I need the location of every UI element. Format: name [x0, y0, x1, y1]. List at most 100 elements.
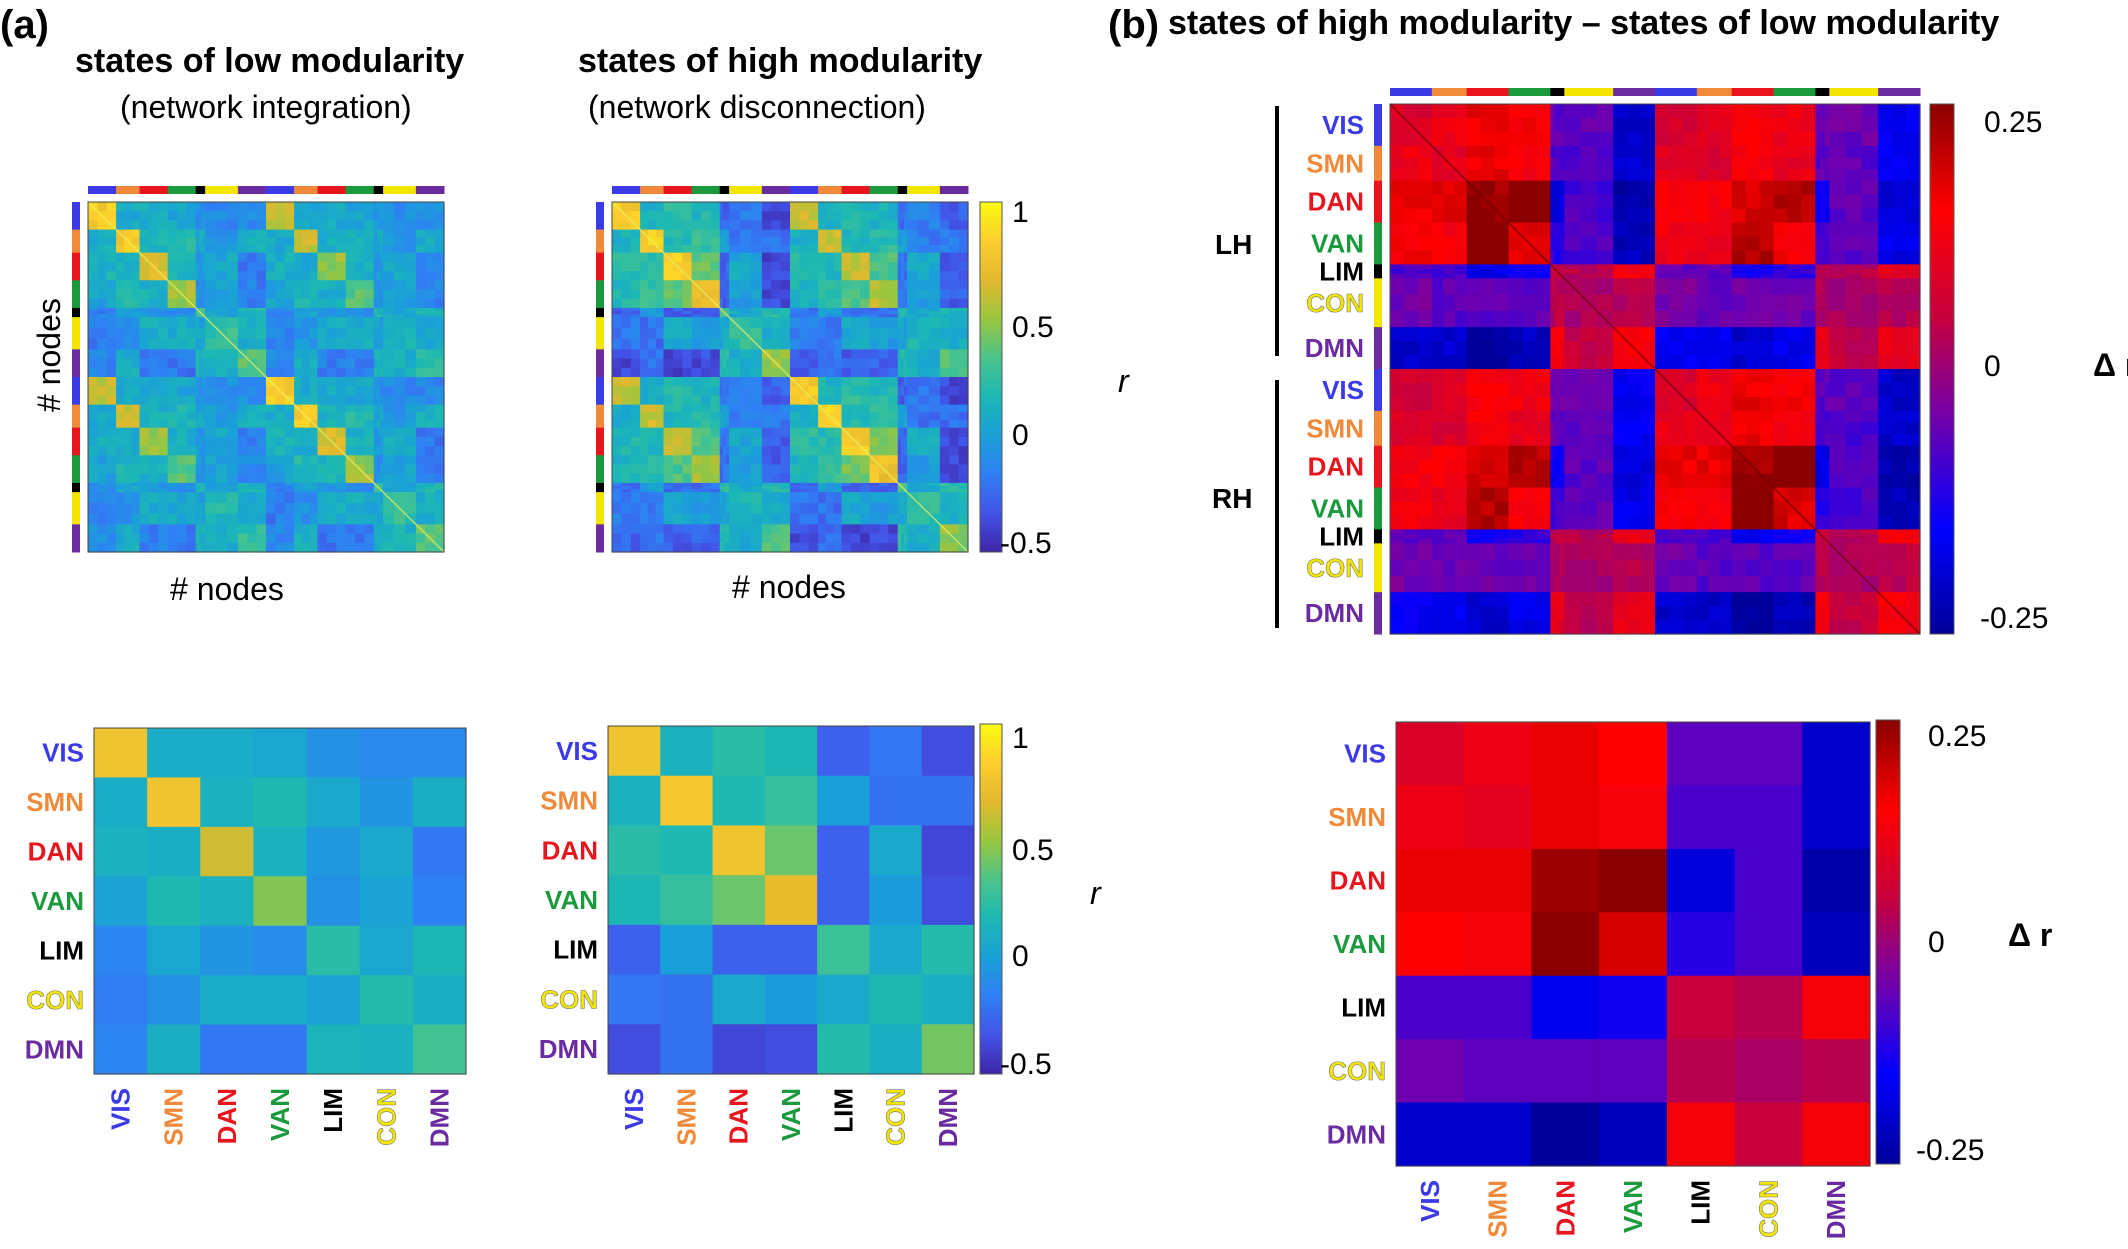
low-node-cell: [326, 524, 337, 535]
high-node-cell: [879, 377, 889, 387]
high-node-cell: [790, 524, 800, 535]
high-node-cell: [647, 524, 657, 535]
low-node-cell: [373, 220, 378, 231]
diff-node-cell: [1815, 222, 1821, 238]
high-node-cell: [918, 404, 930, 413]
diff-node-cell: [1494, 269, 1510, 275]
low-node-cell: [201, 464, 206, 475]
high-node-cell: [928, 485, 941, 490]
diff-node-cell: [1580, 269, 1598, 275]
high-node-cell: [907, 542, 919, 553]
high-node-cell: [691, 464, 702, 475]
high-node-cell: [722, 289, 727, 300]
diff-node-cell: [1845, 396, 1863, 412]
high-node-cell: [780, 489, 791, 493]
diff-node-cell: [1720, 410, 1733, 424]
high-node-cell: [850, 261, 861, 272]
diff-node-cell: [1861, 396, 1879, 412]
diff-node-cell: [1745, 369, 1761, 384]
diff-node-cell: [1655, 327, 1670, 342]
diff-node-cell: [1627, 422, 1642, 435]
high-node-cell: [949, 464, 960, 475]
diff-node-cell: [1555, 422, 1561, 435]
diff-node-cell: [1443, 515, 1456, 530]
low-node-cell: [139, 436, 150, 447]
low-node-cell: [355, 524, 365, 535]
diff-node-cell: [1892, 410, 1907, 424]
diff-node-cell: [1773, 422, 1789, 435]
high-node-cell: [740, 289, 752, 300]
high-node-cell: [663, 542, 674, 553]
low-node-cell: [158, 419, 169, 429]
low-node-cell: [317, 412, 328, 421]
low-node-cell: [195, 229, 200, 238]
low-node-cell: [383, 464, 395, 475]
low-node-cell: [88, 252, 98, 263]
low-node-cell: [106, 419, 117, 429]
diff-node-cell: [1845, 222, 1863, 238]
diff-node-cell: [1641, 131, 1656, 147]
low-node-cell: [404, 542, 417, 553]
low-node-cell: [434, 327, 445, 340]
low-node-cell: [373, 367, 378, 378]
high-node-cell: [630, 404, 641, 413]
diff-node-cell: [1641, 294, 1656, 312]
low-node-cell: [131, 455, 141, 466]
low-node-cell: [345, 489, 356, 493]
high-node-cell: [655, 377, 665, 387]
low-node-cell: [383, 377, 395, 387]
high-node-cell: [841, 317, 852, 329]
high-node-cell: [750, 489, 763, 493]
diff-node-cell: [1613, 410, 1628, 424]
high-node-cell: [729, 289, 741, 300]
low-node-cell: [336, 455, 347, 466]
low-node-cell: [294, 502, 303, 515]
high-node-cell: [928, 261, 941, 272]
low-node-cell: [317, 310, 328, 315]
high-node-cell: [879, 533, 889, 544]
high-node-cell: [740, 367, 752, 378]
low-node-cell: [247, 404, 258, 413]
high-node-cell: [799, 473, 810, 484]
high-node-cell: [719, 485, 724, 490]
diff-node-cell: [1820, 145, 1826, 159]
high-node-cell: [833, 314, 843, 318]
low-node-cell: [336, 327, 347, 340]
high-node-cell: [682, 395, 693, 406]
low-node-cell: [376, 327, 381, 340]
low-node-cell: [131, 436, 141, 447]
low-node-cell: [275, 244, 286, 254]
low-node-cell: [355, 419, 365, 429]
low-node-cell: [167, 252, 178, 263]
low-node-cell: [379, 358, 384, 369]
diff-node-cell: [1455, 501, 1468, 517]
low-node-cell: [205, 513, 217, 525]
low-node-cell: [404, 386, 417, 397]
low-node-cell: [205, 280, 217, 291]
low-node-cell: [226, 349, 239, 360]
low-node-cell: [345, 367, 356, 378]
low-node-cell: [198, 446, 203, 456]
high-node-cell: [958, 482, 969, 487]
diff-node-cell: [1627, 222, 1642, 238]
high-node-cell: [780, 317, 791, 329]
diff-node-cell: [1627, 445, 1642, 461]
high-node-cell: [879, 252, 889, 263]
low-node-cell: [106, 502, 117, 515]
low-node-cell: [205, 310, 217, 315]
low-node-cell: [345, 252, 356, 263]
diff-node-cell: [1596, 157, 1614, 170]
high-node-cell: [663, 404, 674, 413]
low-node-cell: [139, 211, 150, 222]
diff-node-cell: [1455, 222, 1468, 238]
low-node-cell: [394, 202, 406, 212]
high-node-cell: [647, 280, 657, 291]
low-node-cell: [116, 473, 125, 484]
low-node-cell: [131, 377, 141, 387]
low-node-cell: [177, 220, 187, 231]
low-node-cell: [345, 533, 356, 544]
diff-node-cell: [1892, 104, 1907, 119]
high-node-cell: [903, 404, 908, 413]
low-node-cell: [425, 386, 436, 397]
high-node-cell: [701, 412, 711, 421]
